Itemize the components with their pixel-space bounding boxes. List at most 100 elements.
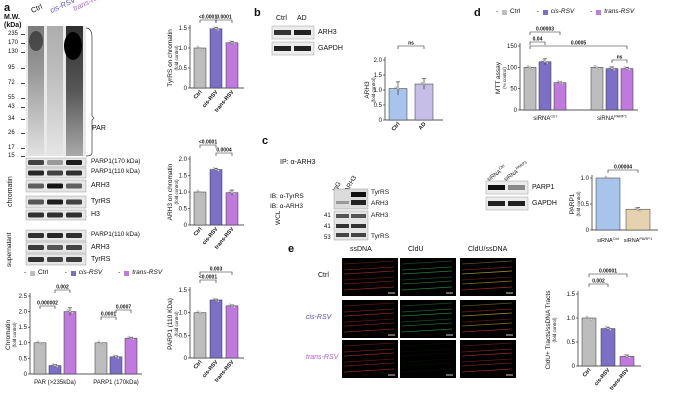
b-band-arh3: ARH3 <box>318 29 337 36</box>
legend-a-dash: - <box>118 269 121 276</box>
legend-a-swatch <box>70 271 76 276</box>
mw-marker: 17 <box>8 145 15 151</box>
bar <box>553 82 567 111</box>
chromatin-blot-3 <box>25 195 87 209</box>
mw-marker: 26 <box>8 130 15 136</box>
microscopy-row-label: cis-RSV <box>306 314 332 321</box>
lane-label-trans: trans-RSV <box>71 0 107 13</box>
y-tick-label: 1.0 <box>179 46 188 52</box>
data-point <box>623 66 626 69</box>
y-tick-label: 0 <box>24 372 28 378</box>
mw-marker: 34 <box>8 116 15 122</box>
data-point <box>228 303 231 306</box>
bar <box>209 28 223 89</box>
y-tick-label: 0.5 <box>581 202 590 208</box>
mw-marker: 130 <box>8 49 19 55</box>
data-point <box>212 167 215 170</box>
panel-label-e: e <box>288 243 295 255</box>
y-tick-label: 0 <box>514 108 518 114</box>
bar <box>581 317 597 367</box>
data-point <box>201 48 204 51</box>
data-point <box>634 206 637 210</box>
d-band-parp1: PARP1 <box>532 184 555 191</box>
data-point <box>636 208 640 211</box>
significance-bracket <box>115 309 132 313</box>
supernatant-blot-1 <box>25 241 87 254</box>
microscopy-tile <box>342 300 398 338</box>
y-tick-label: 0.5 <box>179 66 188 72</box>
mw-tick <box>21 68 25 69</box>
bar <box>590 67 604 111</box>
data-point <box>639 209 642 212</box>
y-tick-label: 1.0 <box>179 190 188 196</box>
y-axis-label: ARH3 <box>364 81 371 99</box>
mw-tick <box>21 83 25 84</box>
data-point <box>117 356 120 360</box>
legend-d-dash: - <box>496 8 499 15</box>
significance-bracket <box>199 144 217 148</box>
y-tick-label: 50 <box>510 87 517 93</box>
c-band-tyrrs-ip: TyrRS <box>371 189 390 196</box>
mw-tick <box>21 52 25 53</box>
significance-bracket <box>397 45 425 49</box>
y-tick-label: 1.5 <box>179 174 188 180</box>
significance-bracket <box>588 273 628 277</box>
data-point <box>609 178 612 181</box>
mw-marker: 170 <box>8 40 19 46</box>
legend-a-swatch <box>124 271 130 276</box>
data-point <box>97 340 100 343</box>
significance-label: 0.00004 <box>614 165 632 171</box>
par-western-blot <box>26 26 86 156</box>
legend-d-swatch <box>502 10 507 15</box>
mw-marker: 43 <box>8 104 15 110</box>
y-tick-label: 1.0 <box>179 311 188 317</box>
y-axis-sublabel: (fold control) <box>12 322 17 348</box>
b-western-blot <box>271 25 315 56</box>
data-point <box>99 341 103 344</box>
bar <box>193 312 207 359</box>
legend-a-dash: - <box>64 269 67 276</box>
y-tick-label: 1.5 <box>179 288 188 294</box>
data-point <box>41 342 44 346</box>
bar <box>595 177 621 231</box>
significance-label: ns <box>408 41 414 47</box>
bar <box>605 68 619 111</box>
y-tick-label: 1.0 <box>19 341 28 347</box>
mw-marker: 72 <box>8 80 15 86</box>
bar <box>538 61 552 111</box>
data-point <box>628 356 631 359</box>
y-axis-label: TyrRS on chromatin <box>167 29 174 87</box>
chromatin-band-label: TyrRS <box>91 198 111 205</box>
data-point <box>558 81 562 84</box>
mw-tick <box>21 98 25 99</box>
y-tick-label: 0.5 <box>374 103 383 109</box>
y-tick-label: 0 <box>184 86 188 92</box>
chromatin-blot-4 <box>25 209 87 221</box>
data-point <box>556 80 559 83</box>
mw-tick <box>21 133 25 134</box>
chart-mtt-assay: 0 50 100 150 MTT assay (% control) siRNACtrl si… <box>495 27 638 122</box>
significance-bracket <box>529 41 546 45</box>
chromatin-band-label: PARP1(110 kDa) <box>91 168 140 175</box>
y-axis-label: Chromatin <box>5 320 12 350</box>
significance-bracket <box>215 152 233 156</box>
d-band-gapdh: GAPDH <box>532 200 557 207</box>
data-point <box>201 192 204 195</box>
y-tick-label: 0.5 <box>567 340 576 346</box>
significance-bracket <box>199 279 217 283</box>
x-tick-label: AD <box>418 121 428 131</box>
bar <box>33 342 47 375</box>
b-lane-ad: AD <box>297 15 307 22</box>
significance-label: 0.000002 <box>37 301 58 307</box>
data-point <box>587 316 591 320</box>
chart-parp1-110: 0 0.5 1.0 1.5 PARP1 (110 KDa) (fold control) C… <box>167 267 244 384</box>
panel-label-c: c <box>262 135 269 147</box>
mw-tick <box>21 43 25 44</box>
significance-bracket <box>100 316 117 320</box>
data-point <box>593 65 596 68</box>
mw-marker: 55 <box>8 95 15 101</box>
significance-label: <0.0001 <box>199 15 217 21</box>
data-point <box>528 66 532 69</box>
y-tick-label: 0 <box>586 228 590 234</box>
